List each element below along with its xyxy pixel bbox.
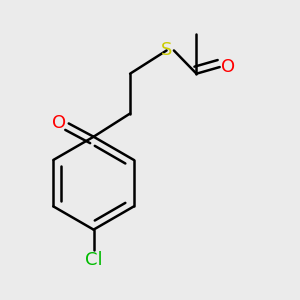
Text: S: S <box>161 41 172 59</box>
Text: O: O <box>52 115 66 133</box>
Text: Cl: Cl <box>85 251 102 269</box>
Text: O: O <box>221 58 235 76</box>
